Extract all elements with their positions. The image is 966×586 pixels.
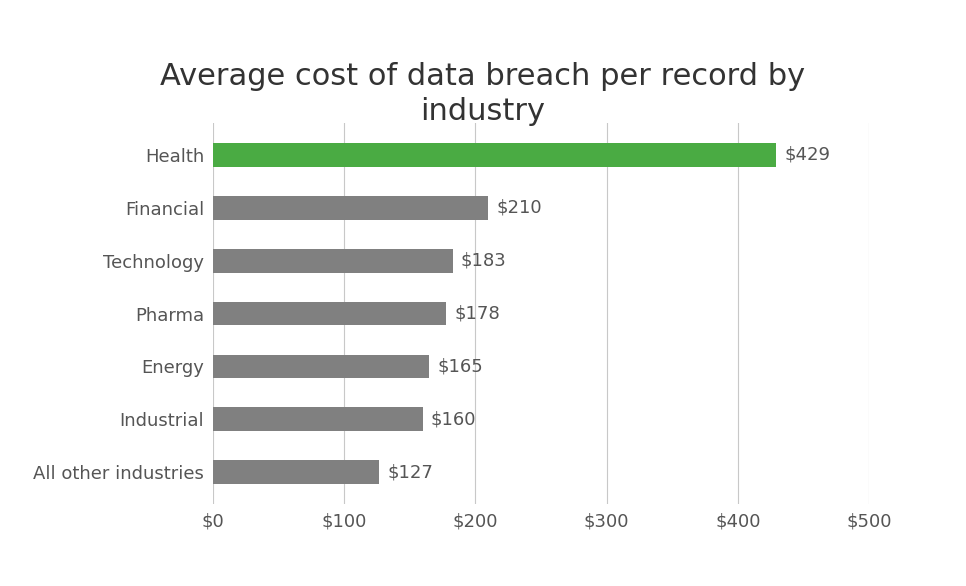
Text: Average cost of data breach per record by
industry: Average cost of data breach per record b… [160, 62, 806, 127]
Text: $165: $165 [438, 357, 483, 376]
Text: $183: $183 [461, 251, 506, 270]
Bar [213, 407, 423, 431]
Bar [213, 302, 446, 325]
Text: $429: $429 [784, 146, 830, 164]
Text: $160: $160 [431, 410, 476, 428]
Bar [213, 196, 489, 220]
Text: $127: $127 [387, 463, 433, 481]
Bar [213, 461, 380, 484]
Bar [213, 248, 453, 272]
Bar [213, 143, 776, 166]
Text: $210: $210 [497, 199, 542, 217]
Text: $178: $178 [454, 305, 500, 322]
Bar [213, 355, 429, 379]
